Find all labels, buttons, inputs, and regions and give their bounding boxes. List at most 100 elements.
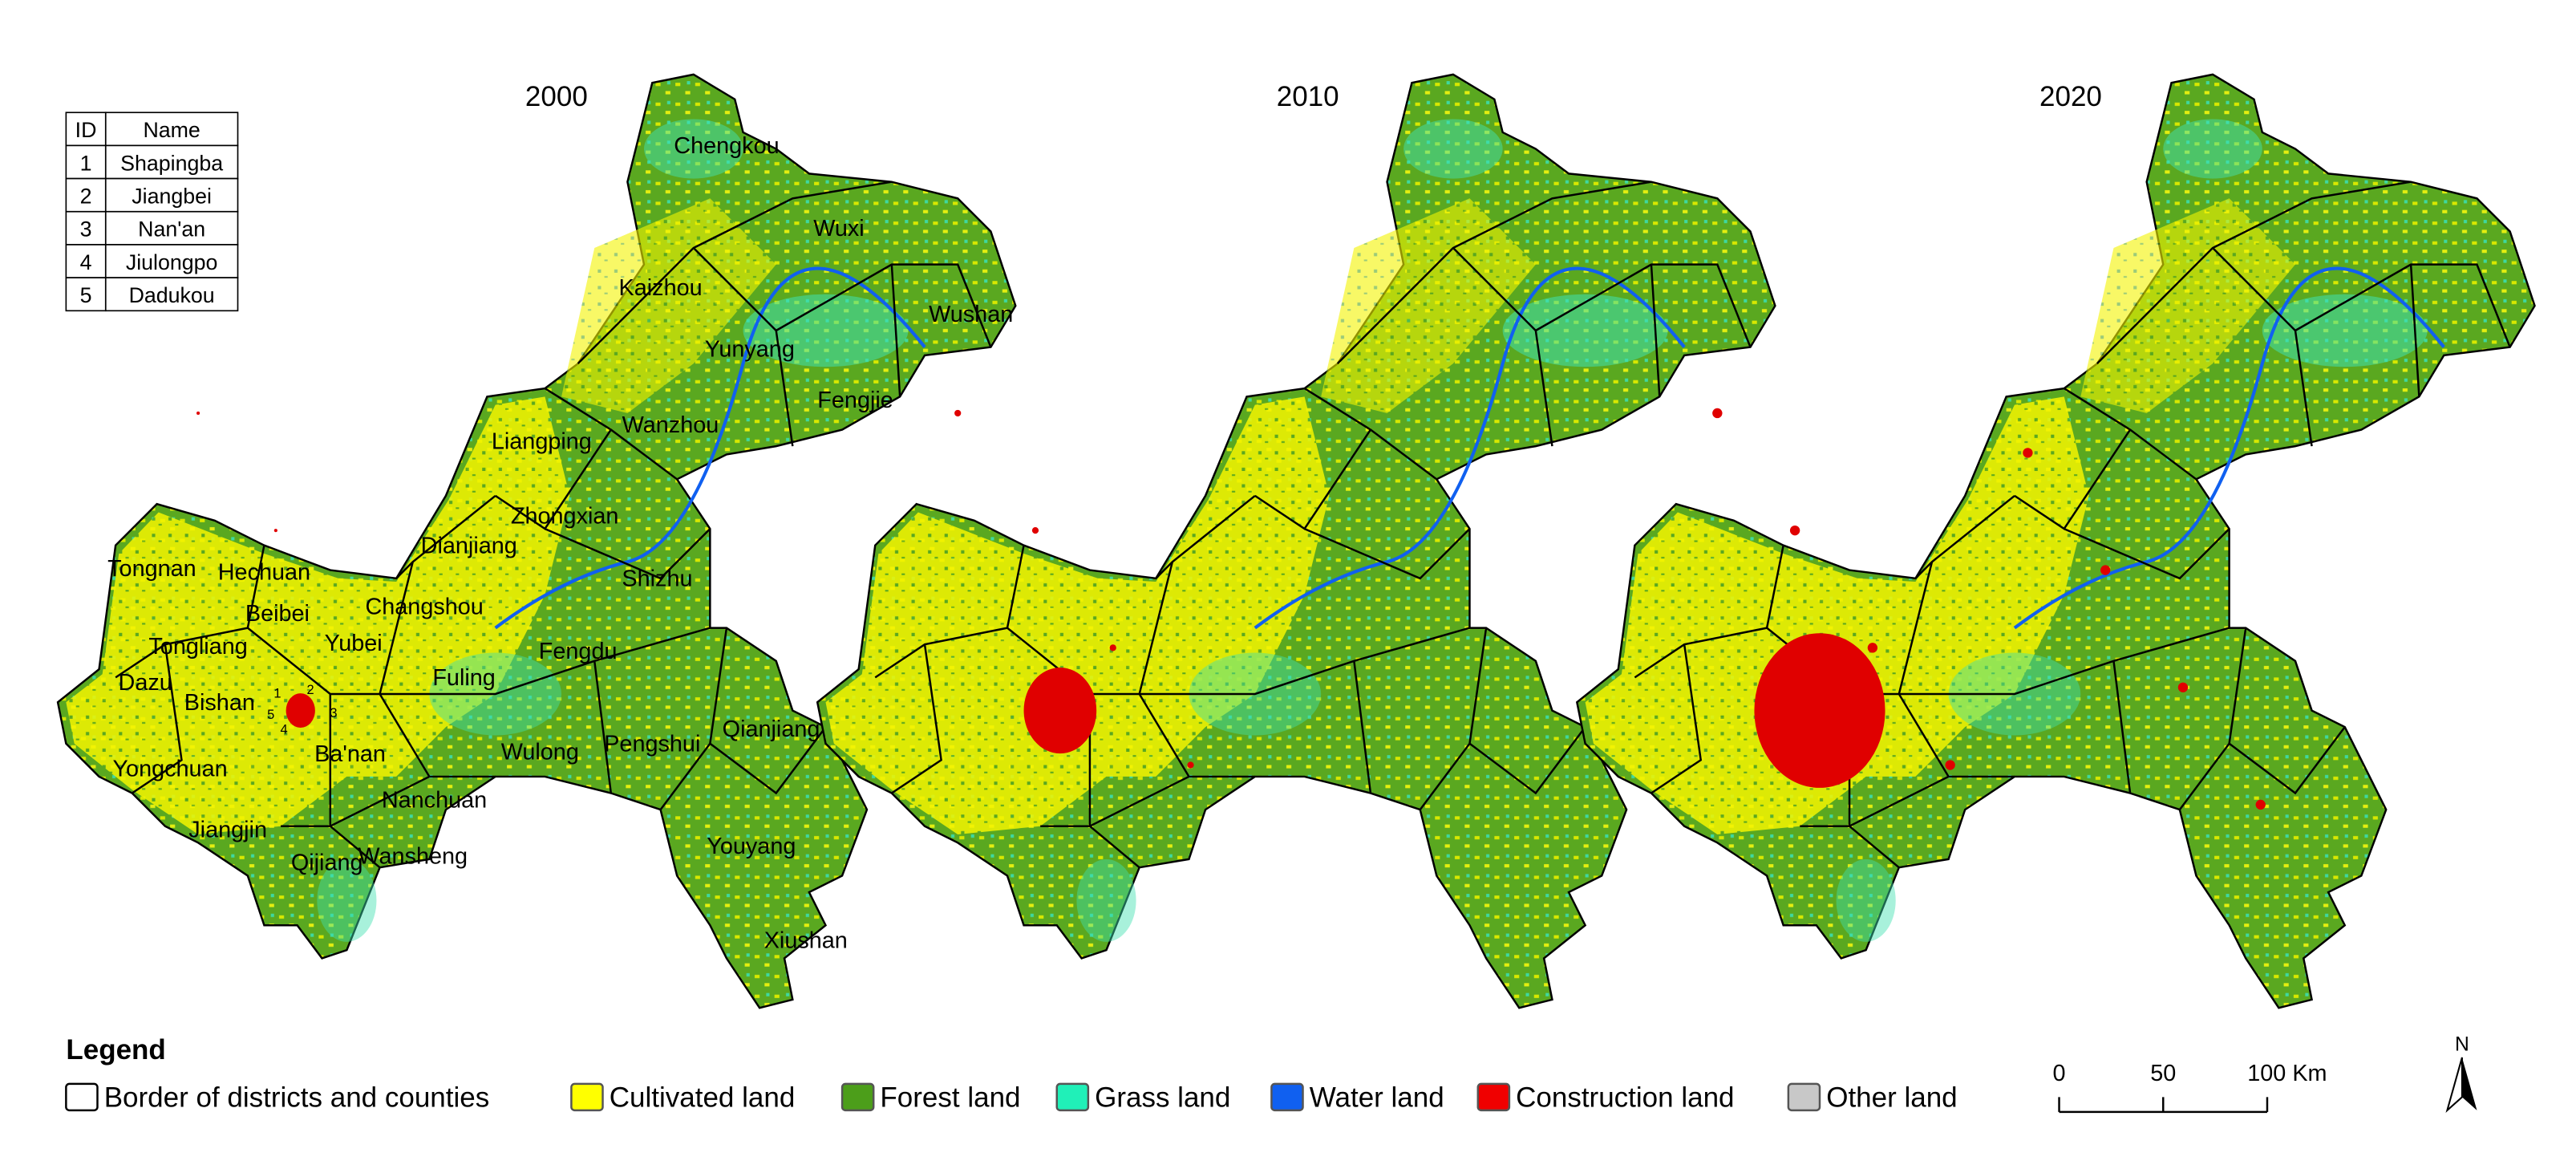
legend-title: Legend — [66, 1034, 165, 1065]
table-text: ID — [75, 118, 97, 142]
urban-area — [1754, 633, 1885, 788]
construction-patch — [1712, 408, 1723, 419]
legend-label: Border of districts and counties — [104, 1082, 490, 1114]
construction-patch — [2023, 448, 2033, 458]
legend-label: Construction land — [1516, 1082, 1734, 1114]
table-cell — [104, 210, 239, 246]
construction-patch — [2177, 682, 2189, 692]
urban-area — [286, 693, 315, 728]
construction-patch — [1789, 525, 1800, 536]
table-cell — [65, 144, 107, 180]
map-panel — [58, 75, 1015, 1008]
map-panel — [817, 75, 1775, 1008]
legend-label: Cultivated land — [610, 1082, 796, 1114]
legend-swatch — [1476, 1082, 1511, 1112]
district-label: Chengkou — [674, 133, 779, 159]
district-label: Zhongxian — [511, 503, 619, 529]
table-cell — [104, 244, 239, 278]
district-label: Fuling — [432, 665, 495, 691]
urban-area — [1023, 668, 1097, 754]
district-label: Yubei — [325, 631, 383, 656]
table-cell — [104, 277, 239, 312]
district-label: Fengjie — [817, 388, 893, 413]
district-label: Yongchuan — [112, 756, 227, 781]
table-text: Jiulongpo — [126, 250, 218, 274]
district-label: Fengdu — [539, 639, 618, 664]
table-cell — [65, 244, 107, 278]
legend-swatch — [65, 1082, 99, 1112]
north-arrow — [2461, 1057, 2477, 1110]
legend-swatch — [840, 1082, 875, 1112]
district-label: Kaizhou — [619, 275, 703, 301]
construction-patch — [2255, 799, 2266, 810]
table-text: Name — [143, 118, 200, 142]
table-cell — [104, 177, 239, 213]
year-label: 2020 — [2039, 81, 2102, 112]
legend-label: Grass land — [1095, 1082, 1230, 1114]
construction-patch — [196, 411, 200, 416]
district-label: 3 — [330, 706, 337, 720]
district-label: Changshou — [365, 595, 483, 620]
district-label: Dianjiang — [421, 533, 517, 558]
district-label: Xiushan — [764, 927, 848, 953]
table-text: Dadukou — [129, 283, 215, 307]
district-label: Wanzhou — [622, 412, 719, 438]
table-text: 2 — [80, 184, 92, 208]
construction-patch — [1187, 761, 1194, 769]
construction-patch — [1031, 527, 1039, 534]
table-cell — [104, 112, 239, 147]
legend-swatch — [1787, 1082, 1821, 1112]
district-label: Wuxi — [813, 216, 865, 242]
district-label: 1 — [273, 686, 281, 700]
table-cell — [65, 277, 107, 312]
table-cell — [65, 177, 107, 213]
table-cell — [65, 210, 107, 246]
district-label: Yunyang — [705, 336, 795, 362]
north-label: N — [2455, 1034, 2469, 1056]
district-label: Beibei — [245, 601, 310, 627]
table-text: 1 — [80, 151, 92, 175]
scale-label: 50 — [2150, 1061, 2176, 1086]
table-cell — [104, 144, 239, 180]
table-text: Nan'an — [138, 217, 205, 242]
district-label: Bishan — [184, 690, 255, 716]
district-label: Qijiang — [291, 850, 363, 876]
district-label: Shizhu — [622, 566, 692, 592]
construction-patch — [1109, 644, 1116, 651]
district-label: Liangping — [492, 429, 592, 455]
district-label: 2 — [307, 683, 314, 697]
legend-swatch — [1055, 1082, 1090, 1112]
district-label: Wansheng — [358, 843, 468, 869]
district-label: Tongnan — [107, 556, 196, 582]
table-text: Jiangbei — [132, 184, 212, 208]
district-label: Ba'nan — [314, 741, 386, 767]
construction-patch — [273, 529, 277, 533]
legend-label: Other land — [1826, 1082, 1957, 1114]
north-arrow — [2445, 1057, 2463, 1113]
scale-label: 0 — [2053, 1061, 2066, 1086]
district-label: Jiangjin — [188, 817, 267, 842]
table-text: 3 — [80, 217, 92, 242]
table-text: 5 — [80, 283, 92, 307]
district-label: Tongliang — [148, 634, 247, 660]
legend-swatch — [1270, 1082, 1304, 1112]
table-text: 4 — [80, 250, 92, 274]
district-label: Wulong — [501, 740, 579, 765]
legend-label: Water land — [1310, 1082, 1444, 1114]
district-label: Wushan — [929, 302, 1013, 327]
scale-label: 100 Km — [2247, 1061, 2327, 1086]
construction-patch — [2100, 565, 2111, 575]
map-panel — [1577, 75, 2534, 1008]
year-label: 2000 — [525, 81, 588, 112]
district-label: Hechuan — [218, 559, 310, 585]
construction-patch — [1867, 643, 1878, 653]
table-text: Shapingba — [120, 151, 223, 175]
district-label: 5 — [267, 708, 274, 722]
district-label: Pengshui — [604, 731, 700, 757]
district-label: 4 — [281, 723, 288, 737]
district-label: Youyang — [707, 834, 796, 859]
legend-swatch — [570, 1082, 604, 1112]
construction-patch — [1945, 760, 1955, 770]
